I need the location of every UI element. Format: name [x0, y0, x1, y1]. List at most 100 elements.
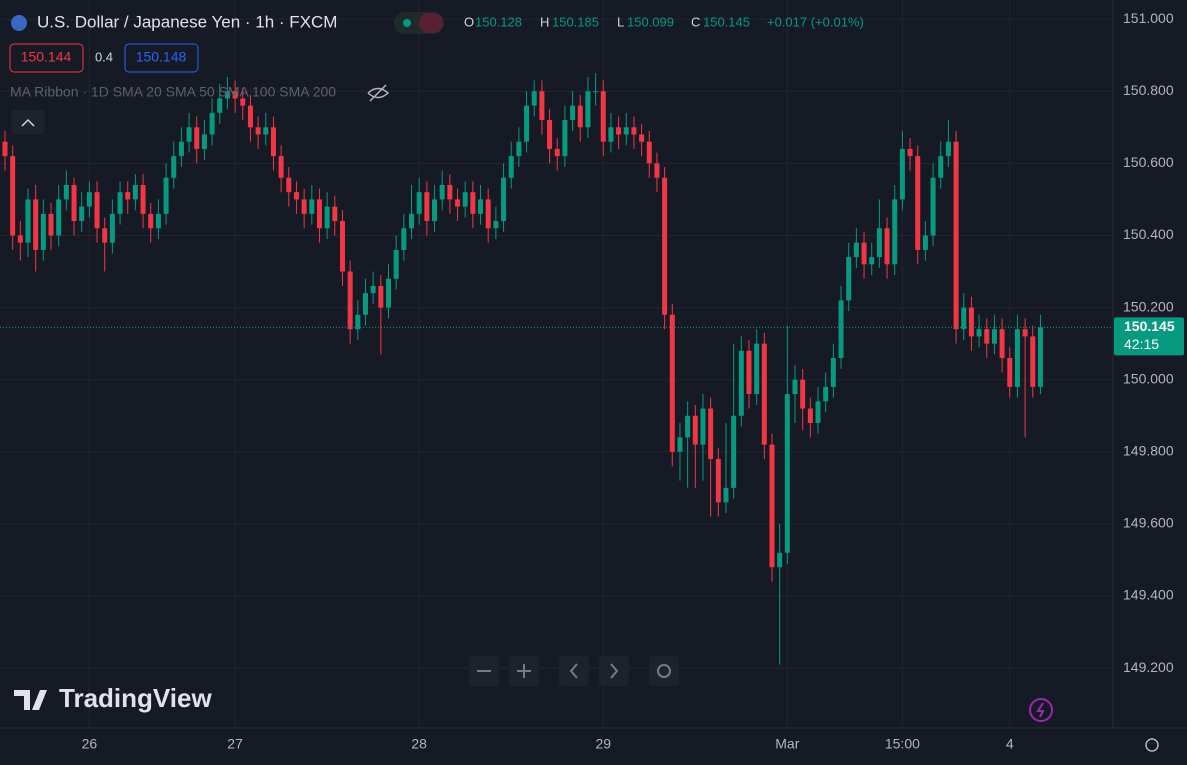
candle-body — [539, 91, 545, 121]
candle-body — [784, 394, 790, 553]
logo-mark — [14, 690, 47, 710]
ask-box[interactable] — [124, 43, 199, 73]
candle-body — [132, 184, 138, 200]
candle-body — [462, 192, 468, 207]
candle-body — [616, 127, 622, 135]
candle-body — [17, 235, 23, 243]
candle-body — [961, 307, 967, 330]
candle-body — [232, 91, 238, 99]
candle-body — [309, 199, 315, 214]
icon — [569, 663, 578, 679]
candle-body — [224, 91, 230, 99]
candle-body — [662, 177, 668, 315]
candle-body — [669, 314, 675, 452]
candle-body — [646, 141, 652, 164]
candle-body — [1007, 358, 1013, 387]
candle-body — [470, 192, 476, 214]
candle-body — [899, 148, 905, 200]
candles — [2, 73, 1043, 665]
candle-body — [823, 386, 829, 402]
hide-icon[interactable] — [367, 84, 390, 102]
collapse-icon — [21, 118, 35, 127]
candle-body — [938, 156, 944, 178]
candle-body — [570, 105, 576, 121]
candle-body — [708, 408, 714, 460]
ohlc-label: C — [691, 14, 700, 29]
symbol-title[interactable]: U.S. Dollar / Japanese Yen · 1h · FXCM — [37, 12, 337, 31]
alert-icon[interactable] — [1029, 698, 1053, 722]
candle-body — [631, 127, 637, 135]
candle-body — [593, 91, 599, 93]
candle-body — [94, 192, 100, 229]
candle-body — [1037, 327, 1043, 387]
candle-body — [516, 141, 522, 157]
candle-body — [125, 192, 131, 200]
candle-body — [355, 314, 361, 330]
candle-body — [293, 192, 299, 200]
candle-body — [815, 401, 821, 423]
candle-body — [508, 156, 514, 178]
candle-body — [324, 206, 330, 229]
last-price-label: 150.145 — [1124, 318, 1175, 334]
y-tick-label: 151.000 — [1123, 10, 1174, 26]
icon — [610, 663, 619, 679]
candle-body — [209, 112, 215, 135]
candle-body — [830, 358, 836, 387]
y-tick-label: 150.200 — [1123, 298, 1174, 314]
scroll-left[interactable] — [559, 656, 589, 686]
scroll-right[interactable] — [599, 656, 629, 686]
candle-body — [945, 141, 951, 157]
y-tick-label: 149.400 — [1123, 587, 1174, 603]
candle-body — [585, 91, 591, 128]
candle-body — [217, 98, 223, 113]
status-dot — [403, 19, 411, 27]
candle-body — [286, 177, 292, 193]
candle-body — [853, 242, 859, 258]
indicator-legend[interactable]: MA Ribbon · 1D SMA 20 SMA 50 SMA 100 SMA… — [10, 84, 336, 100]
candle-body — [999, 329, 1005, 359]
candle-body — [485, 199, 491, 229]
candle-body — [1014, 329, 1020, 387]
candle-body — [56, 199, 62, 236]
candle-body — [378, 285, 384, 308]
candle-body — [255, 127, 261, 135]
candle-body — [447, 184, 453, 200]
candle-body — [554, 148, 560, 157]
candle-body — [478, 199, 484, 214]
candle-body — [922, 235, 928, 250]
candle-body — [362, 293, 368, 315]
candle-body — [876, 228, 882, 258]
candle-body — [2, 141, 8, 157]
settings-icon[interactable] — [1145, 738, 1159, 752]
y-tick-label: 149.600 — [1123, 515, 1174, 531]
candle-body — [148, 213, 154, 229]
candle-body — [171, 156, 177, 178]
candle-body — [10, 156, 16, 236]
bid-box[interactable] — [9, 43, 84, 73]
candle-body — [984, 329, 990, 344]
logo-text[interactable]: TradingView — [59, 683, 212, 713]
candle-body — [930, 177, 936, 236]
last-price-tag — [1114, 317, 1184, 356]
candle-body — [907, 148, 913, 157]
icon — [657, 664, 671, 678]
candle-body — [79, 206, 85, 222]
y-tick-label: 150.800 — [1123, 82, 1174, 98]
candle-body — [692, 415, 698, 445]
candle-body — [186, 127, 192, 142]
candle-body — [278, 156, 284, 178]
candle-body — [846, 257, 852, 301]
candle-body — [240, 98, 246, 106]
candle-body — [800, 379, 806, 409]
ask-price: 150.148 — [136, 49, 187, 65]
grid — [0, 0, 1113, 728]
collapse-button[interactable] — [11, 110, 45, 134]
candle-body — [600, 91, 606, 142]
x-tick-label: 27 — [227, 736, 243, 752]
candle-body — [677, 437, 683, 452]
candle-body — [991, 329, 997, 344]
candle-body — [892, 199, 898, 265]
reset[interactable] — [649, 656, 679, 686]
